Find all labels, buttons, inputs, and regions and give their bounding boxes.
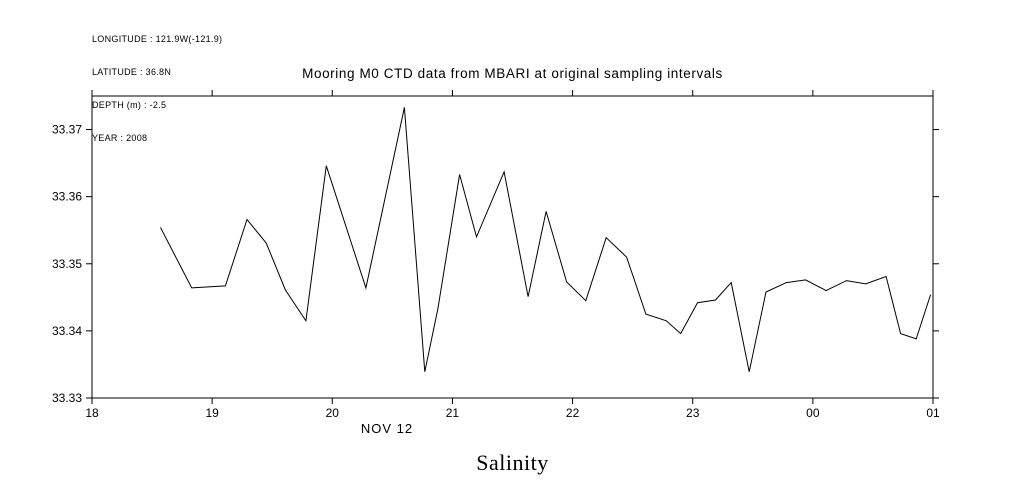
x-tick-label: 01 [926, 406, 940, 420]
meta-longitude: LONGITUDE : 121.9W(-121.9) [92, 34, 223, 44]
x-tick-label: 20 [326, 406, 340, 420]
plot-frame [91, 95, 934, 399]
meta-latitude: LATITUDE : 36.8N [92, 67, 172, 77]
x-tick-label: 22 [566, 406, 580, 420]
meta-year: YEAR : 2008 [92, 133, 148, 143]
y-tick-label: 33.34 [52, 324, 82, 338]
y-tick-label: 33.37 [52, 123, 82, 137]
chart-title: Mooring M0 CTD data from MBARI at origin… [302, 66, 723, 81]
y-tick-label: 33.35 [52, 257, 82, 271]
metadata-block: LONGITUDE : 121.9W(-121.9) LATITUDE : 36… [92, 12, 222, 166]
x-tick-label: 00 [806, 406, 820, 420]
x-axis-date-label: NOV 12 [360, 421, 414, 436]
x-tick-label: 19 [205, 406, 219, 420]
meta-depth: DEPTH (m) : -2.5 [92, 100, 167, 110]
y-tick-label: 33.36 [52, 190, 82, 204]
salinity-line [160, 107, 932, 372]
x-tick-label: 18 [85, 406, 99, 420]
x-tick-label: 23 [686, 406, 700, 420]
x-tick-label: 21 [446, 406, 460, 420]
y-tick-label: 33.33 [52, 391, 82, 405]
chart-footer-label: Salinity [476, 450, 549, 475]
